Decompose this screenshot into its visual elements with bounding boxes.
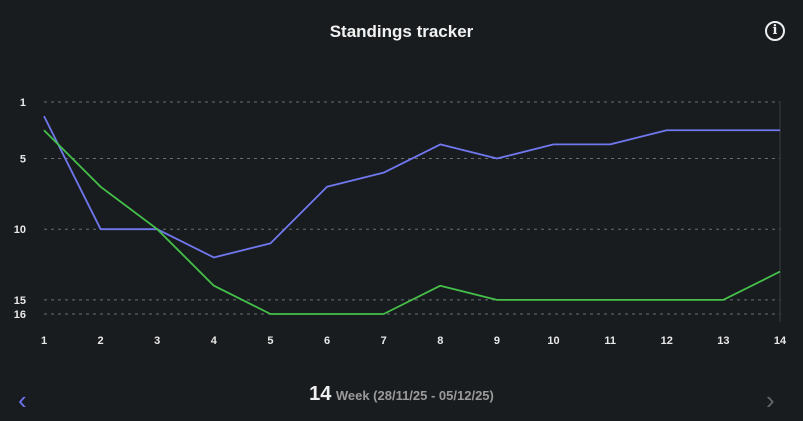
x-tick-label: 7 xyxy=(381,335,387,347)
series-line-green xyxy=(43,129,781,315)
info-icon[interactable]: i xyxy=(765,21,785,41)
x-tick-label: 5 xyxy=(267,335,273,347)
week-number: 14 xyxy=(309,383,332,405)
x-tick-label: 2 xyxy=(98,335,104,347)
y-tick-label: 16 xyxy=(14,309,26,321)
chart-title: Standings tracker xyxy=(329,22,474,41)
y-tick-label: 5 xyxy=(20,154,26,166)
x-tick-label: 12 xyxy=(661,335,673,347)
x-tick-label: 10 xyxy=(547,335,559,347)
x-tick-label: 8 xyxy=(437,335,443,347)
y-tick-label: 10 xyxy=(14,224,26,236)
chevron-left-icon[interactable]: ‹ xyxy=(18,385,27,415)
x-tick-label: 11 xyxy=(604,335,616,347)
y-tick-label: 1 xyxy=(20,97,26,109)
week-label: Week (28/11/25 - 05/12/25) xyxy=(335,388,494,403)
x-tick-label: 3 xyxy=(154,335,160,347)
series-line-blue xyxy=(43,115,780,259)
x-tick-label: 13 xyxy=(717,335,729,347)
x-tick-label: 9 xyxy=(494,335,500,347)
x-tick-label: 1 xyxy=(41,335,47,347)
x-tick-label: 14 xyxy=(774,335,787,347)
chevron-right-icon[interactable]: › xyxy=(766,385,775,415)
x-tick-label: 6 xyxy=(324,335,330,347)
y-tick-label: 15 xyxy=(14,295,26,307)
x-tick-label: 4 xyxy=(211,335,218,347)
week-indicator: 14 Week (28/11/25 - 05/12/25) xyxy=(0,383,803,406)
